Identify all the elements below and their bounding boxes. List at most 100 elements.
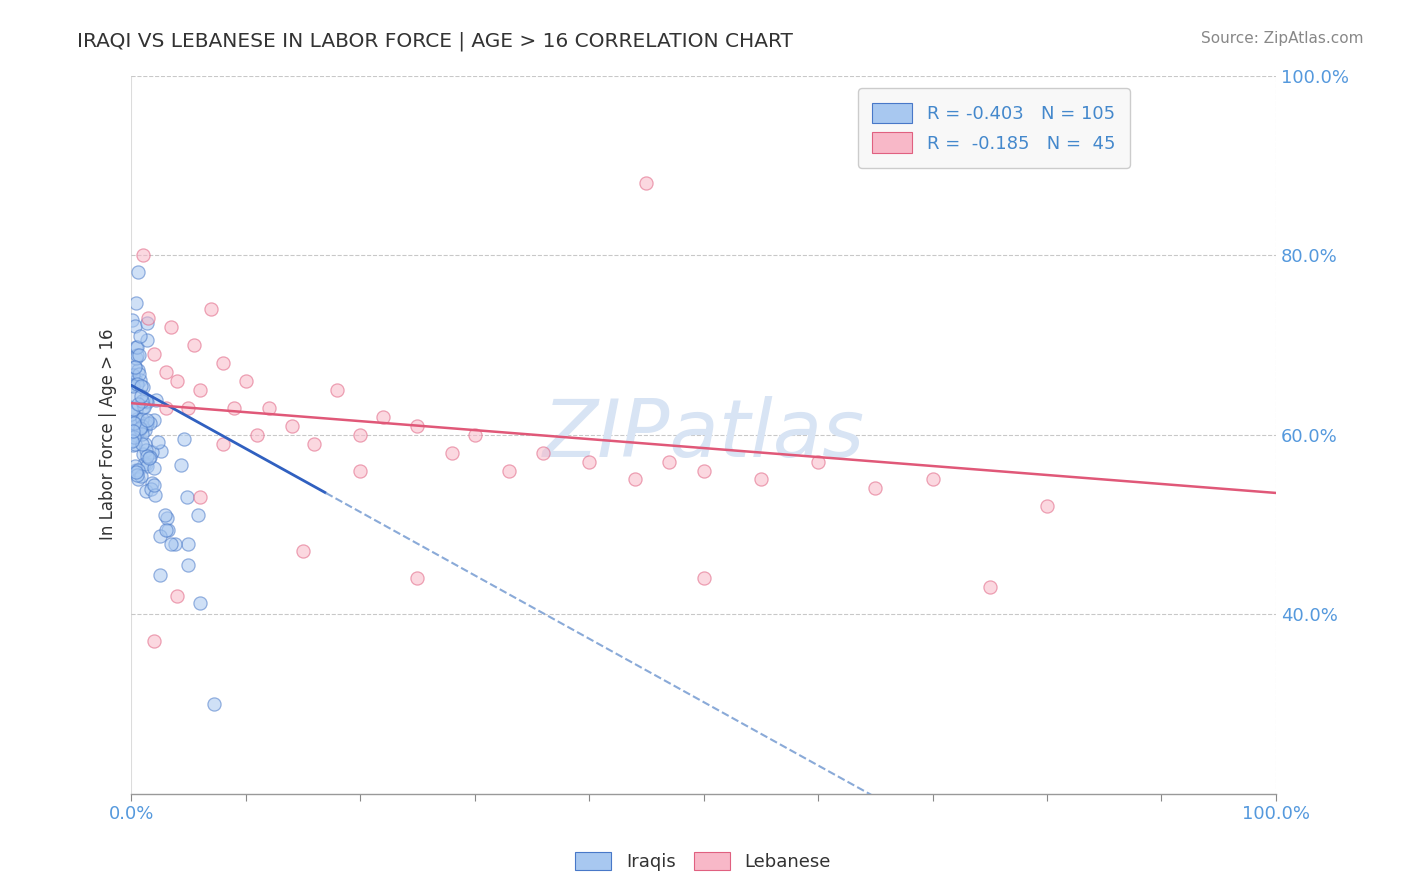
Point — [127, 340, 149, 354]
Point — [128, 348, 150, 362]
Point — [124, 360, 146, 375]
Point — [143, 347, 166, 361]
Point — [141, 444, 163, 458]
Point — [187, 508, 209, 522]
Text: IRAQI VS LEBANESE IN LABOR FORCE | AGE > 16 CORRELATION CHART: IRAQI VS LEBANESE IN LABOR FORCE | AGE >… — [77, 31, 793, 51]
Point — [129, 379, 152, 393]
Point — [135, 394, 157, 409]
Point — [120, 378, 142, 392]
Point — [129, 469, 152, 483]
Point — [349, 427, 371, 442]
Point — [128, 329, 150, 343]
Point — [121, 371, 143, 385]
Point — [371, 409, 394, 424]
Point — [134, 437, 156, 451]
Point — [177, 558, 200, 572]
Point — [280, 418, 302, 433]
Point — [131, 412, 153, 426]
Point — [177, 537, 200, 551]
Point — [166, 374, 188, 388]
Point — [349, 463, 371, 477]
Point — [257, 401, 280, 415]
Point — [124, 416, 146, 430]
Point — [135, 417, 157, 432]
Point — [224, 401, 246, 415]
Point — [150, 444, 173, 458]
Point — [122, 415, 145, 429]
Point — [807, 454, 830, 468]
Point — [235, 374, 257, 388]
Point — [176, 490, 198, 504]
Point — [157, 523, 180, 537]
Point — [138, 451, 160, 466]
Point — [125, 463, 148, 477]
Point — [127, 363, 149, 377]
Point — [143, 413, 166, 427]
Legend: R = -0.403   N = 105, R =  -0.185   N =  45: R = -0.403 N = 105, R = -0.185 N = 45 — [858, 88, 1129, 168]
Point — [1036, 500, 1059, 514]
Point — [122, 438, 145, 452]
Point — [188, 383, 211, 397]
Point — [124, 428, 146, 442]
Point — [136, 417, 159, 431]
Point — [135, 442, 157, 457]
Point — [173, 432, 195, 446]
Point — [149, 568, 172, 582]
Point — [188, 491, 211, 505]
Point — [139, 450, 162, 465]
Point — [149, 529, 172, 543]
Text: ZIPatlas: ZIPatlas — [543, 395, 865, 474]
Point — [127, 348, 149, 362]
Point — [145, 393, 167, 408]
Point — [865, 482, 887, 496]
Point — [146, 435, 169, 450]
Point — [131, 394, 153, 409]
Point — [131, 418, 153, 433]
Point — [141, 476, 163, 491]
Point — [131, 248, 153, 262]
Point — [124, 416, 146, 430]
Point — [143, 461, 166, 475]
Point — [498, 463, 520, 477]
Point — [143, 488, 166, 502]
Point — [749, 473, 772, 487]
Point — [979, 580, 1001, 594]
Point — [124, 402, 146, 417]
Point — [160, 537, 183, 551]
Point — [136, 316, 159, 330]
Point — [636, 176, 658, 190]
Text: Source: ZipAtlas.com: Source: ZipAtlas.com — [1201, 31, 1364, 46]
Point — [122, 430, 145, 444]
Point — [188, 595, 211, 609]
Point — [127, 463, 149, 477]
Point — [127, 397, 149, 411]
Point — [125, 374, 148, 388]
Point — [160, 319, 183, 334]
Point — [406, 418, 429, 433]
Point — [177, 401, 200, 415]
Point — [155, 523, 177, 537]
Point — [122, 388, 145, 402]
Point — [143, 634, 166, 648]
Point — [132, 400, 155, 414]
Point — [128, 367, 150, 381]
Legend: Iraqis, Lebanese: Iraqis, Lebanese — [568, 845, 838, 879]
Point — [211, 436, 233, 450]
Point — [139, 482, 162, 496]
Point — [326, 383, 349, 397]
Point — [135, 458, 157, 472]
Point — [304, 436, 326, 450]
Point — [129, 421, 152, 435]
Point — [128, 414, 150, 428]
Point — [202, 697, 225, 711]
Point — [124, 360, 146, 375]
Point — [170, 458, 193, 473]
Point — [135, 413, 157, 427]
Point — [142, 477, 165, 491]
Point — [156, 511, 179, 525]
Point — [153, 508, 176, 523]
Point — [624, 473, 647, 487]
Point — [128, 422, 150, 436]
Point — [125, 296, 148, 310]
Point — [125, 424, 148, 438]
